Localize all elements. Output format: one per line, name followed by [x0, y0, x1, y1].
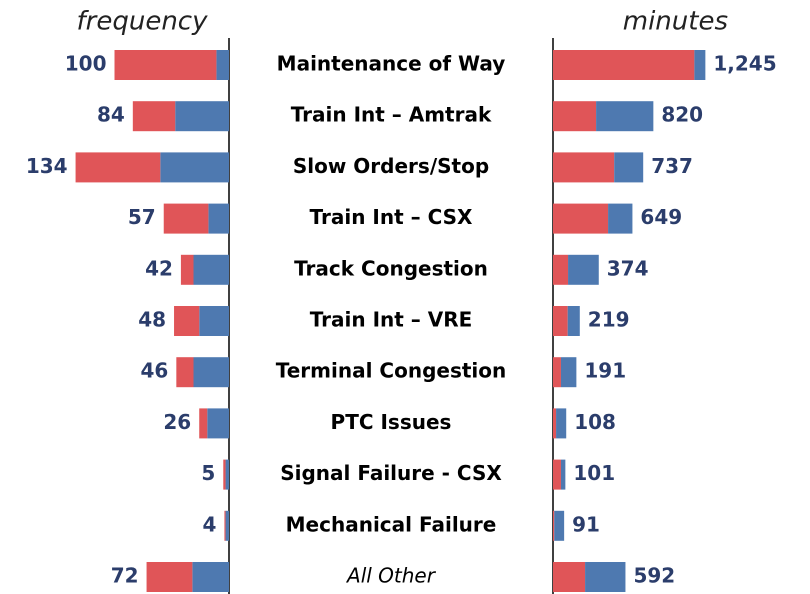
- bar-segment: [160, 152, 229, 183]
- category-label: All Other: [345, 564, 437, 588]
- bar-segment: [193, 357, 229, 388]
- bar-segment: [553, 152, 615, 183]
- bar-segment: [193, 254, 229, 285]
- category-label: Terminal Congestion: [276, 359, 507, 383]
- total-label: 737: [651, 154, 693, 178]
- bar-segment: [553, 306, 568, 336]
- bar-segment: [585, 562, 626, 592]
- bar-segment: [223, 459, 226, 490]
- bar-segment: [553, 408, 557, 439]
- bar-segment: [75, 152, 161, 183]
- total-label: 46: [140, 359, 168, 383]
- total-label: 48: [138, 308, 166, 332]
- total-label: 1,245: [713, 52, 776, 76]
- total-label: 101: [573, 461, 615, 485]
- category-label: Maintenance of Way: [277, 52, 506, 76]
- bar-segment: [175, 101, 229, 132]
- total-label: 91: [572, 512, 600, 536]
- axis-label: minutes: [623, 7, 728, 37]
- category-label: Mechanical Failure: [286, 512, 497, 536]
- bar-segment: [553, 357, 561, 388]
- bar-segment: [208, 203, 229, 234]
- bar-segment: [199, 306, 229, 336]
- category-label: Slow Orders/Stop: [293, 154, 489, 178]
- total-label: 42: [145, 256, 173, 280]
- total-label: 100: [65, 52, 107, 76]
- total-label: 72: [111, 564, 139, 588]
- category-label: Train Int – Amtrak: [291, 103, 492, 127]
- bar-segment: [553, 50, 695, 80]
- total-label: 592: [633, 564, 675, 588]
- bar-segment: [146, 562, 193, 592]
- total-label: 57: [128, 205, 156, 229]
- category-label: Train Int – CSX: [310, 205, 473, 229]
- bar-segment: [560, 459, 566, 490]
- axis-label: frequency: [77, 7, 209, 37]
- bar-segment: [556, 408, 567, 439]
- total-label: 374: [607, 256, 649, 280]
- total-label: 820: [661, 103, 703, 127]
- bar-segment: [224, 510, 226, 541]
- category-label: PTC Issues: [331, 410, 452, 434]
- bar-segment: [192, 562, 229, 592]
- bar-segment: [694, 50, 706, 80]
- bar-segment: [560, 357, 577, 388]
- total-label: 219: [588, 308, 630, 332]
- total-label: 26: [163, 410, 191, 434]
- category-label: Train Int – VRE: [310, 308, 473, 332]
- bar-segment: [199, 408, 208, 439]
- bar-segment: [174, 306, 200, 336]
- bar-segment: [180, 254, 194, 285]
- total-label: 649: [640, 205, 682, 229]
- bar-segment: [608, 203, 633, 234]
- bar-segment: [207, 408, 229, 439]
- bar-segment: [132, 101, 176, 132]
- bar-segment: [568, 254, 599, 285]
- bar-segment: [567, 306, 580, 336]
- total-label: 5: [201, 461, 215, 485]
- total-label: 108: [574, 410, 616, 434]
- bar-segment: [553, 562, 586, 592]
- bar-segment: [225, 510, 229, 541]
- bar-segment: [553, 203, 609, 234]
- bar-segment: [553, 254, 569, 285]
- total-label: 4: [202, 512, 216, 536]
- bar-segment: [216, 50, 229, 80]
- bar-segment: [225, 459, 229, 490]
- bar-segment: [163, 203, 209, 234]
- total-label: 134: [26, 154, 68, 178]
- bar-segment: [596, 101, 654, 132]
- bar-segment: [553, 510, 555, 541]
- total-label: 84: [97, 103, 125, 127]
- bar-segment: [614, 152, 644, 183]
- bar-segment: [553, 101, 597, 132]
- total-label: 191: [584, 359, 626, 383]
- bar-segment: [554, 510, 565, 541]
- bar-segment: [114, 50, 217, 80]
- bar-segment: [176, 357, 194, 388]
- category-label: Track Congestion: [294, 256, 488, 280]
- category-label: Signal Failure - CSX: [280, 461, 502, 485]
- bar-segment: [553, 459, 561, 490]
